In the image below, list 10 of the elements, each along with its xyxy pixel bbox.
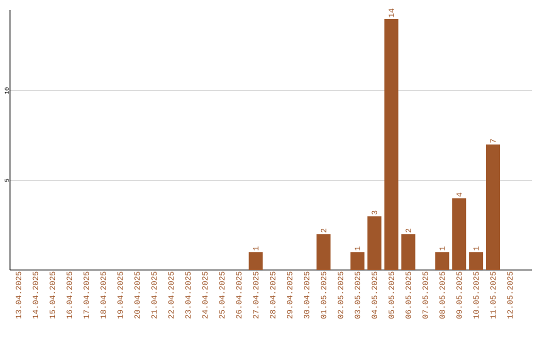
bar [435, 252, 450, 270]
bar [350, 252, 364, 270]
bar [452, 198, 466, 270]
bar [486, 144, 500, 270]
bar [401, 234, 416, 270]
bar [469, 252, 484, 270]
bar [384, 18, 398, 270]
bar [367, 216, 382, 270]
bar [248, 252, 263, 270]
bar [316, 234, 331, 270]
